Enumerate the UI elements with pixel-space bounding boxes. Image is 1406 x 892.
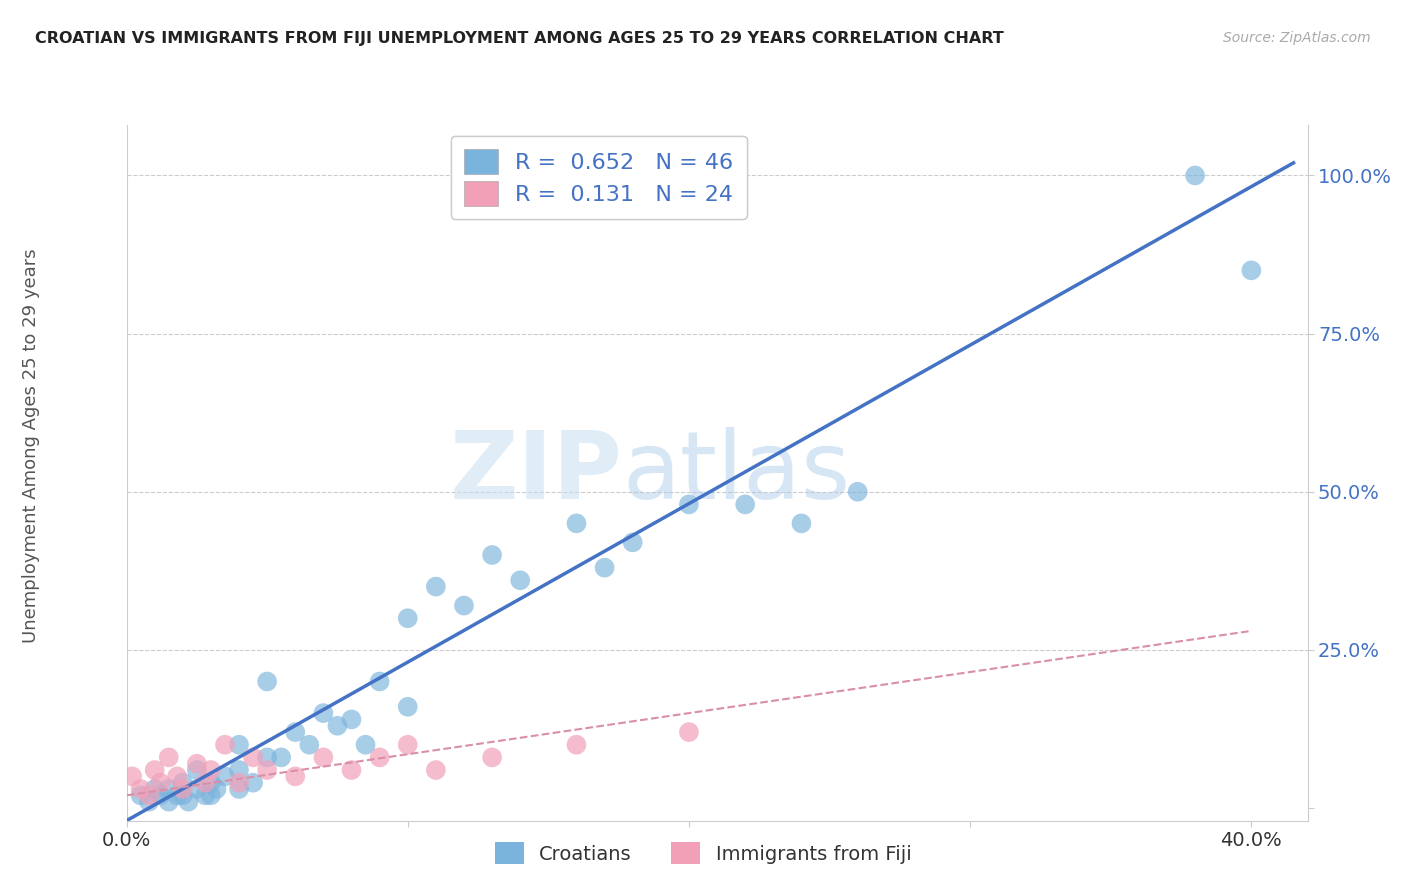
Point (270, 750, 292, 764)
Point (396, 611, 419, 625)
Point (121, 769, 143, 783)
Point (166, 789, 188, 803)
Point (157, 750, 180, 764)
Point (565, 738, 588, 752)
Point (242, 775, 264, 789)
Point (312, 706, 335, 720)
Point (340, 763, 363, 777)
Point (200, 789, 222, 803)
Point (846, 484, 869, 499)
Point (298, 738, 321, 752)
Point (790, 516, 813, 531)
Point (200, 775, 222, 789)
Point (425, 580, 447, 594)
Point (481, 750, 503, 764)
Point (396, 699, 419, 714)
Point (228, 782, 250, 797)
Point (157, 795, 180, 809)
Point (205, 782, 228, 797)
Point (1184, 169, 1206, 183)
Point (228, 775, 250, 789)
Point (177, 795, 200, 809)
Point (256, 750, 278, 764)
Point (509, 574, 531, 588)
Point (228, 738, 250, 752)
Point (157, 782, 180, 797)
Point (143, 763, 166, 777)
Legend: R =  0.652   N = 46, R =  0.131   N = 24: R = 0.652 N = 46, R = 0.131 N = 24 (451, 136, 747, 219)
Point (256, 763, 278, 777)
Point (172, 775, 194, 789)
Point (621, 535, 644, 549)
Point (194, 789, 217, 803)
Point (228, 763, 250, 777)
Point (326, 719, 349, 733)
Point (172, 789, 194, 803)
Legend: Croatians, Immigrants from Fiji: Croatians, Immigrants from Fiji (485, 833, 921, 873)
Point (678, 497, 700, 511)
Point (138, 789, 160, 803)
Point (149, 775, 172, 789)
Point (593, 560, 616, 574)
Point (186, 756, 208, 771)
Point (368, 674, 391, 689)
Point (425, 763, 447, 777)
Text: CROATIAN VS IMMIGRANTS FROM FIJI UNEMPLOYMENT AMONG AGES 25 TO 29 YEARS CORRELAT: CROATIAN VS IMMIGRANTS FROM FIJI UNEMPLO… (35, 31, 1004, 46)
Point (340, 713, 363, 727)
Point (214, 738, 236, 752)
Point (242, 750, 264, 764)
Point (678, 725, 700, 739)
Text: Source: ZipAtlas.com: Source: ZipAtlas.com (1223, 31, 1371, 45)
Point (200, 763, 222, 777)
Point (354, 738, 377, 752)
Point (166, 769, 188, 783)
Point (138, 795, 160, 809)
Point (129, 789, 152, 803)
Point (1240, 263, 1263, 277)
Point (284, 769, 307, 783)
Point (149, 789, 172, 803)
Point (734, 497, 756, 511)
Point (143, 782, 166, 797)
Point (453, 599, 475, 613)
Point (368, 750, 391, 764)
Point (194, 775, 217, 789)
Point (129, 782, 152, 797)
Point (312, 750, 335, 764)
Point (186, 763, 208, 777)
Point (481, 548, 503, 562)
Text: atlas: atlas (623, 426, 851, 519)
Point (256, 674, 278, 689)
Point (396, 738, 419, 752)
Point (284, 725, 307, 739)
Text: Unemployment Among Ages 25 to 29 years: Unemployment Among Ages 25 to 29 years (22, 249, 39, 643)
Point (565, 516, 588, 531)
Text: ZIP: ZIP (450, 426, 623, 519)
Point (214, 769, 236, 783)
Point (172, 782, 194, 797)
Point (186, 782, 208, 797)
